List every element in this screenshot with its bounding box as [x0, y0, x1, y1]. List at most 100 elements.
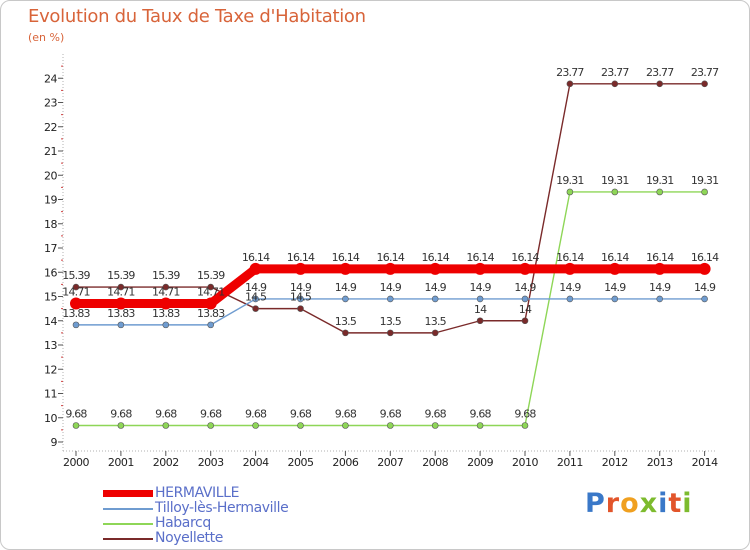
chart-unit-label: (en %): [28, 31, 65, 44]
data-label-habarcq: 19.31: [601, 174, 629, 187]
chart-title: Evolution du Taux de Taxe d'Habitation: [28, 6, 366, 27]
data-label-tilloy-les-hermaville: 13.83: [62, 307, 90, 320]
data-label-tilloy-les-hermaville: 13.83: [197, 307, 225, 320]
y-tick-label: 13: [44, 339, 57, 352]
data-label-tilloy-les-hermaville: 13.83: [152, 307, 180, 320]
x-tick-label: 2007: [377, 456, 403, 469]
data-point-tilloy-les-hermaville: [207, 321, 214, 329]
x-tick-label: 2014: [692, 456, 718, 469]
y-tick-label: 10: [44, 412, 57, 425]
data-point-hermaville: [159, 297, 172, 310]
data-point-noyellette: [297, 305, 304, 312]
x-tick-label: 2013: [647, 456, 673, 469]
logo-letter: t: [668, 488, 683, 519]
data-point-hermaville: [294, 262, 307, 275]
data-point-hermaville: [114, 297, 127, 310]
logo-letter: x: [639, 488, 659, 519]
y-tick-label: 21: [44, 145, 57, 158]
data-point-tilloy-les-hermaville: [72, 321, 80, 329]
data-point-noyellette: [476, 317, 484, 325]
x-tick-label: 2005: [288, 456, 314, 469]
data-point-noyellette: [431, 329, 439, 337]
legend-item-tilloy[interactable]: Tilloy-lès-Hermaville: [103, 500, 363, 516]
x-tick-label: 2012: [602, 456, 628, 469]
legend-item-habarcq[interactable]: Habarcq: [103, 515, 363, 531]
data-point-hermaville: [608, 262, 621, 275]
data-label-noyellette: 23.77: [556, 66, 584, 79]
data-label-habarcq: 9.68: [335, 408, 357, 421]
data-label-noyellette: 14.5: [245, 291, 267, 304]
data-point-hermaville: [249, 262, 262, 275]
legend-label-habarcq: Habarcq: [155, 515, 211, 531]
data-point-noyellette: [252, 305, 259, 312]
data-point-habarcq: [386, 422, 394, 429]
chart-legend: HERMAVILLE Tilloy-lès-Hermaville Habarcq…: [103, 485, 363, 546]
data-point-tilloy-les-hermaville: [342, 295, 349, 303]
logo-letter: r: [605, 488, 621, 519]
data-point-habarcq: [476, 422, 484, 429]
legend-swatch-tilloy: [103, 508, 153, 510]
data-label-habarcq: 19.31: [691, 174, 719, 187]
data-label-noyellette: 15.39: [107, 269, 135, 282]
data-point-tilloy-les-hermaville: [117, 321, 125, 329]
data-label-hermaville: 16.14: [421, 251, 449, 264]
data-label-tilloy-les-hermaville: 14.9: [335, 281, 357, 294]
data-label-hermaville: 16.14: [466, 251, 494, 264]
data-label-noyellette: 15.39: [197, 269, 225, 282]
data-point-noyellette: [72, 283, 80, 291]
logo-letter: i: [682, 488, 693, 519]
data-label-noyellette: 15.39: [152, 269, 180, 282]
data-label-hermaville: 14.71: [107, 286, 135, 299]
legend-item-hermaville[interactable]: HERMAVILLE: [103, 485, 363, 501]
data-label-hermaville: 14.71: [152, 286, 180, 299]
data-point-habarcq: [342, 422, 349, 429]
data-point-tilloy-les-hermaville: [521, 295, 529, 303]
data-point-hermaville: [563, 262, 576, 275]
data-point-habarcq: [521, 422, 529, 429]
x-tick-label: 2002: [153, 456, 179, 469]
data-point-hermaville: [384, 262, 397, 275]
data-label-habarcq: 9.68: [514, 408, 536, 421]
logo-letter: i: [658, 488, 669, 519]
data-label-habarcq: 9.68: [200, 408, 222, 421]
data-label-habarcq: 9.68: [155, 408, 177, 421]
data-label-habarcq: 9.68: [290, 408, 312, 421]
legend-swatch-hermaville: [103, 490, 153, 497]
data-label-tilloy-les-hermaville: 14.9: [380, 281, 402, 294]
data-label-noyellette: 14.5: [290, 291, 312, 304]
y-tick-label: 22: [44, 121, 57, 134]
y-tick-label: 23: [44, 97, 57, 110]
data-label-hermaville: 14.71: [197, 286, 225, 299]
x-tick-label: 2001: [108, 456, 134, 469]
data-point-tilloy-les-hermaville: [252, 295, 259, 303]
data-label-hermaville: 14.71: [62, 286, 90, 299]
x-tick-label: 2003: [198, 456, 224, 469]
data-point-habarcq: [656, 188, 664, 196]
data-point-hermaville: [204, 297, 217, 310]
data-label-hermaville: 16.14: [242, 251, 270, 264]
data-label-noyellette: 14: [519, 303, 532, 316]
legend-label-noyellette: Noyellette: [155, 530, 223, 546]
logo-letter: o: [620, 488, 640, 519]
legend-swatch-noyellette: [103, 538, 153, 540]
data-point-noyellette: [566, 80, 574, 88]
data-point-hermaville: [429, 262, 442, 275]
y-tick-label: 11: [44, 388, 57, 401]
data-point-hermaville: [339, 262, 352, 275]
legend-swatch-habarcq: [103, 523, 153, 525]
y-tick-label: 20: [44, 169, 57, 182]
data-point-noyellette: [207, 283, 214, 291]
data-point-tilloy-les-hermaville: [476, 295, 484, 303]
data-point-habarcq: [701, 188, 708, 196]
legend-item-noyellette[interactable]: Noyellette: [103, 530, 363, 546]
data-point-habarcq: [611, 188, 619, 196]
x-tick-label: 2004: [243, 456, 269, 469]
x-tick-label: 2000: [63, 456, 89, 469]
data-label-habarcq: 9.68: [469, 408, 491, 421]
data-label-noyellette: 13.5: [425, 315, 447, 328]
proxiti-logo[interactable]: Proxiti: [585, 488, 693, 519]
data-label-habarcq: 19.31: [556, 174, 584, 187]
logo-letter: P: [585, 488, 606, 519]
data-point-tilloy-les-hermaville: [656, 295, 664, 303]
data-label-noyellette: 15.39: [62, 269, 90, 282]
